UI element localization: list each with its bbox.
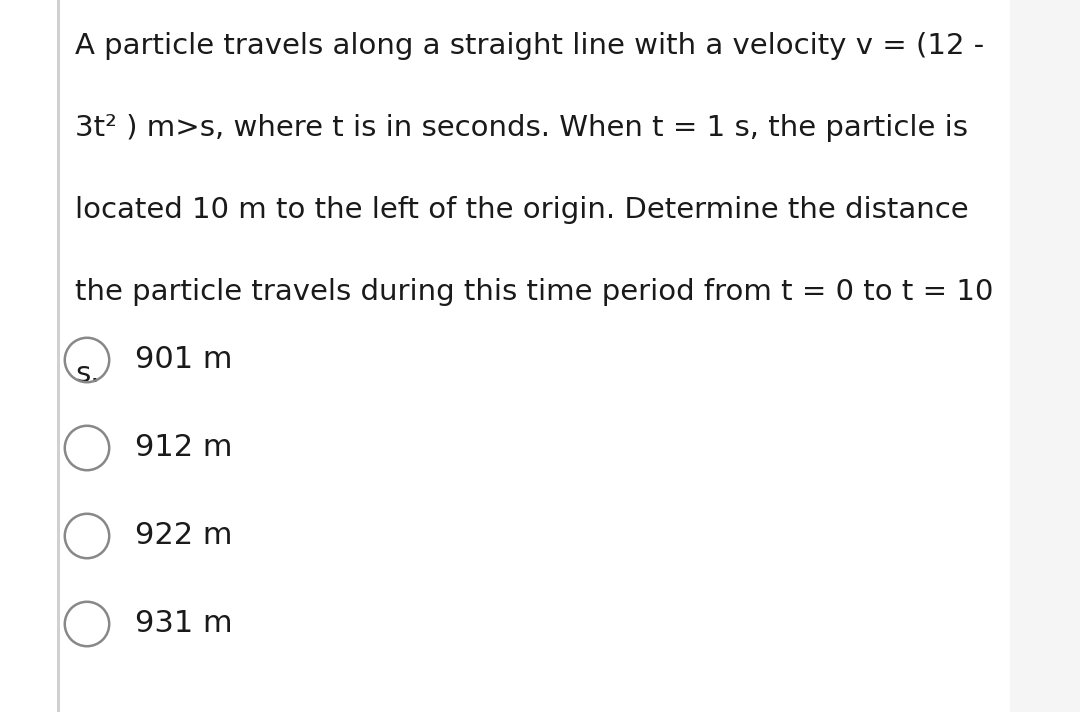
Text: 931 m: 931 m xyxy=(135,609,232,639)
Text: s.: s. xyxy=(75,360,99,388)
Text: A particle travels along a straight line with a velocity v = (12 -: A particle travels along a straight line… xyxy=(75,32,984,60)
Text: 3t² ) m>s, where t is in seconds. When t = 1 s, the particle is: 3t² ) m>s, where t is in seconds. When t… xyxy=(75,114,968,142)
Bar xyxy=(57,0,60,712)
Text: located 10 m to the left of the origin. Determine the distance: located 10 m to the left of the origin. … xyxy=(75,196,969,224)
Text: 912 m: 912 m xyxy=(135,434,232,463)
Text: 901 m: 901 m xyxy=(135,345,232,375)
Text: 922 m: 922 m xyxy=(135,521,232,550)
Text: the particle travels during this time period from t = 0 to t = 10: the particle travels during this time pe… xyxy=(75,278,994,306)
